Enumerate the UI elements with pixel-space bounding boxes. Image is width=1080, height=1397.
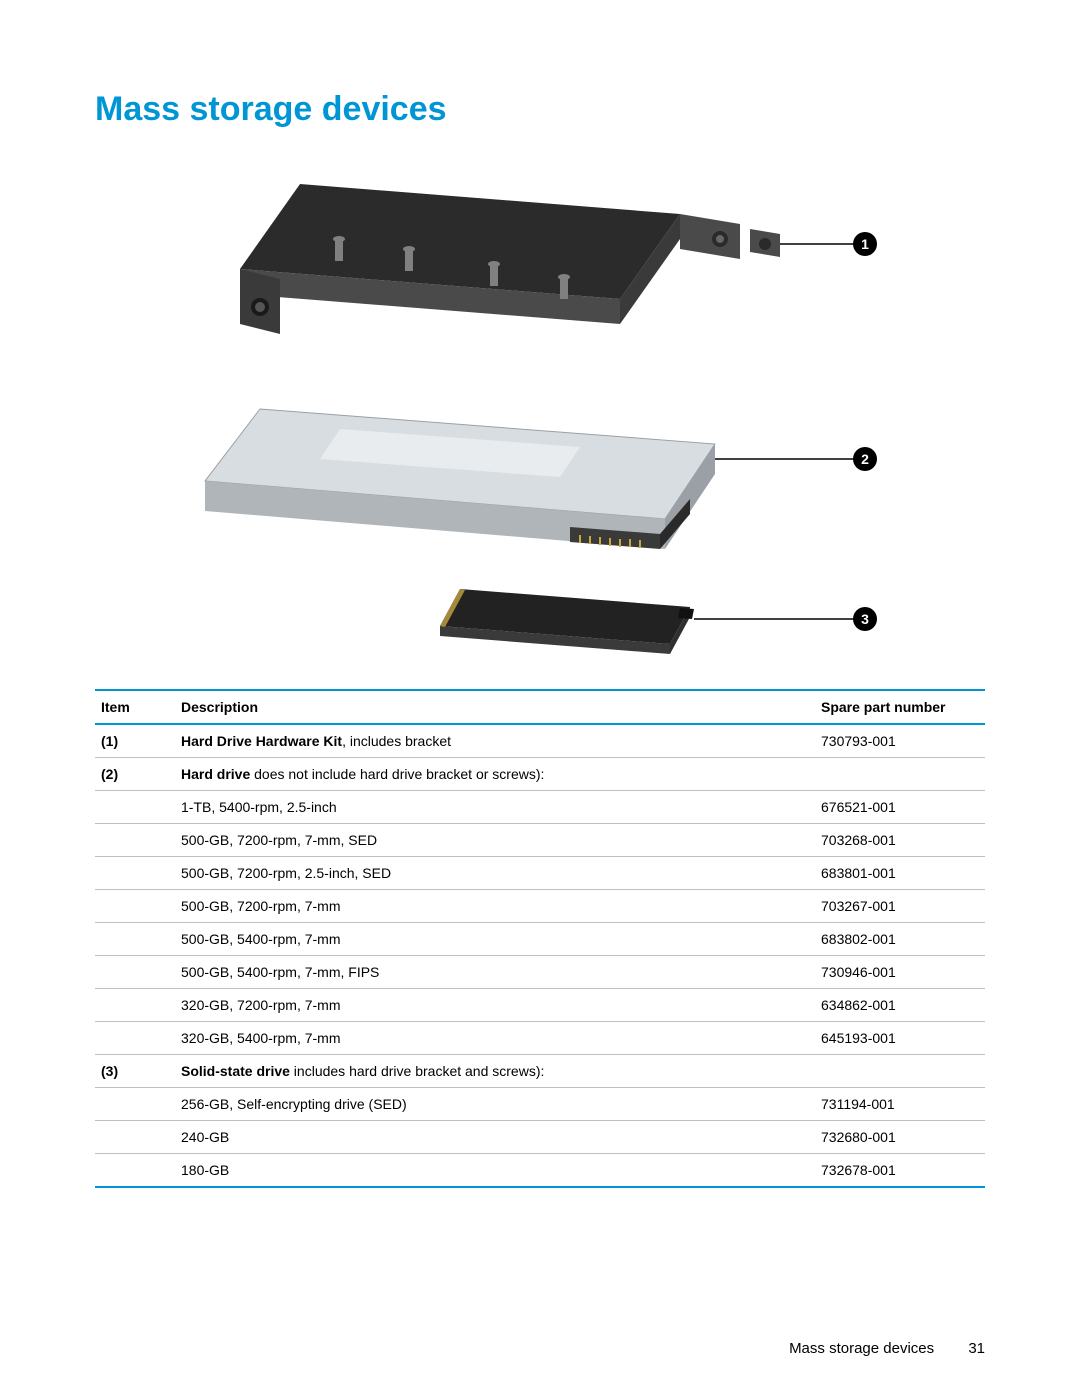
bracket-assembly: [240, 184, 780, 334]
cell-spare: 703267-001: [815, 890, 985, 923]
parts-table: Item Description Spare part number (1) H…: [95, 689, 985, 1188]
cell-item: (3): [95, 1055, 175, 1088]
table-row: (3) Solid-state drive includes hard driv…: [95, 1055, 985, 1088]
header-item: Item: [95, 690, 175, 724]
cell-item: [95, 824, 175, 857]
cell-spare: 730946-001: [815, 956, 985, 989]
cell-spare: 645193-001: [815, 1022, 985, 1055]
cell-spare: 732678-001: [815, 1154, 985, 1188]
cell-item: [95, 857, 175, 890]
cell-item: (2): [95, 758, 175, 791]
cell-item: [95, 956, 175, 989]
table-row: 500-GB, 7200-rpm, 2.5-inch, SED 683801-0…: [95, 857, 985, 890]
cell-spare: 730793-001: [815, 724, 985, 758]
page-title: Mass storage devices: [95, 90, 985, 129]
cell-desc: Hard drive does not include hard drive b…: [175, 758, 815, 791]
ssd-module: [440, 589, 694, 654]
table-row: 500-GB, 5400-rpm, 7-mm 683802-001: [95, 923, 985, 956]
table-row: (2) Hard drive does not include hard dri…: [95, 758, 985, 791]
table-row: 320-GB, 7200-rpm, 7-mm 634862-001: [95, 989, 985, 1022]
diagram-container: 1: [95, 149, 985, 669]
cell-spare: 676521-001: [815, 791, 985, 824]
callout-1: 1: [861, 236, 869, 252]
cell-desc: 500-GB, 7200-rpm, 2.5-inch, SED: [175, 857, 815, 890]
cell-spare: 731194-001: [815, 1088, 985, 1121]
table-row: 500-GB, 5400-rpm, 7-mm, FIPS 730946-001: [95, 956, 985, 989]
hard-drive: [205, 409, 715, 549]
cell-spare: [815, 1055, 985, 1088]
cell-desc: 500-GB, 5400-rpm, 7-mm, FIPS: [175, 956, 815, 989]
cell-desc: 320-GB, 5400-rpm, 7-mm: [175, 1022, 815, 1055]
exploded-diagram: 1: [160, 149, 920, 669]
table-row: 240-GB 732680-001: [95, 1121, 985, 1154]
cell-spare: 703268-001: [815, 824, 985, 857]
footer-section-title: Mass storage devices: [789, 1340, 934, 1357]
cell-spare: 634862-001: [815, 989, 985, 1022]
page-footer: Mass storage devices 31: [789, 1340, 985, 1357]
cell-item: [95, 791, 175, 824]
cell-item: [95, 1154, 175, 1188]
table-row: 1-TB, 5400-rpm, 2.5-inch 676521-001: [95, 791, 985, 824]
cell-spare: 683801-001: [815, 857, 985, 890]
table-row: 320-GB, 5400-rpm, 7-mm 645193-001: [95, 1022, 985, 1055]
cell-item: [95, 923, 175, 956]
cell-spare: [815, 758, 985, 791]
cell-item: (1): [95, 724, 175, 758]
cell-spare: 732680-001: [815, 1121, 985, 1154]
cell-desc: Hard Drive Hardware Kit, includes bracke…: [175, 724, 815, 758]
header-description: Description: [175, 690, 815, 724]
table-row: 256-GB, Self-encrypting drive (SED) 7311…: [95, 1088, 985, 1121]
table-row: 500-GB, 7200-rpm, 7-mm, SED 703268-001: [95, 824, 985, 857]
cell-item: [95, 1088, 175, 1121]
cell-desc: Solid-state drive includes hard drive br…: [175, 1055, 815, 1088]
cell-desc: 500-GB, 7200-rpm, 7-mm, SED: [175, 824, 815, 857]
cell-desc: 240-GB: [175, 1121, 815, 1154]
header-spare: Spare part number: [815, 690, 985, 724]
table-header-row: Item Description Spare part number: [95, 690, 985, 724]
table-row: 500-GB, 7200-rpm, 7-mm 703267-001: [95, 890, 985, 923]
footer-page-number: 31: [968, 1340, 985, 1357]
cell-item: [95, 989, 175, 1022]
cell-item: [95, 1022, 175, 1055]
cell-item: [95, 1121, 175, 1154]
cell-desc: 320-GB, 7200-rpm, 7-mm: [175, 989, 815, 1022]
callout-2: 2: [861, 451, 869, 467]
table-row: 180-GB 732678-001: [95, 1154, 985, 1188]
cell-desc: 256-GB, Self-encrypting drive (SED): [175, 1088, 815, 1121]
cell-spare: 683802-001: [815, 923, 985, 956]
cell-desc: 1-TB, 5400-rpm, 2.5-inch: [175, 791, 815, 824]
cell-desc: 180-GB: [175, 1154, 815, 1188]
cell-desc: 500-GB, 7200-rpm, 7-mm: [175, 890, 815, 923]
cell-item: [95, 890, 175, 923]
cell-desc: 500-GB, 5400-rpm, 7-mm: [175, 923, 815, 956]
callout-3: 3: [861, 611, 869, 627]
table-row: (1) Hard Drive Hardware Kit, includes br…: [95, 724, 985, 758]
